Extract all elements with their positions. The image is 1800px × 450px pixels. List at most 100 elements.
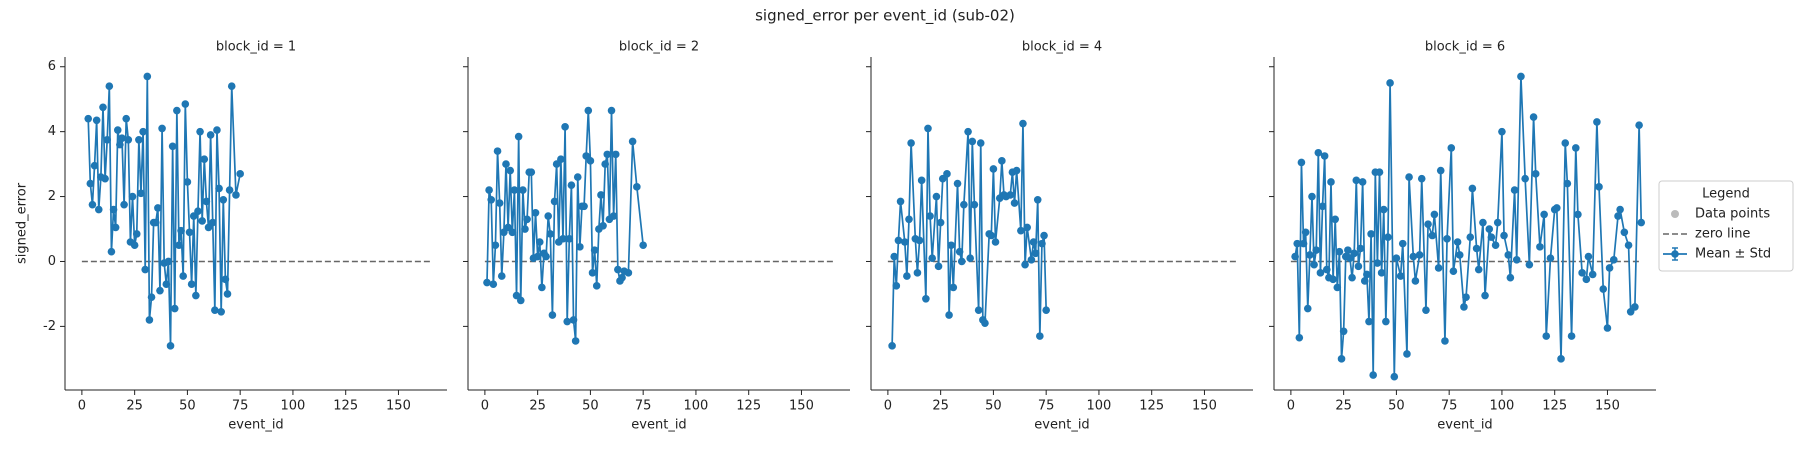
data-point xyxy=(139,127,147,136)
data-point xyxy=(1546,254,1555,263)
data-point xyxy=(183,178,192,186)
data-point xyxy=(1574,210,1582,219)
data-point xyxy=(523,215,531,224)
data-point xyxy=(1405,173,1413,181)
data-point xyxy=(603,150,612,159)
data-point xyxy=(903,272,911,280)
x-tick-label: 150 xyxy=(1595,399,1620,414)
data-point xyxy=(519,186,527,194)
data-point xyxy=(900,238,909,246)
x-tick-label: 100 xyxy=(281,399,306,414)
data-point xyxy=(166,342,175,350)
data-point xyxy=(974,306,983,314)
data-point xyxy=(1367,230,1375,238)
data-point xyxy=(491,241,500,250)
data-point xyxy=(1320,152,1329,160)
data-point xyxy=(1006,191,1015,199)
data-point xyxy=(1382,317,1390,326)
data-point xyxy=(601,160,609,168)
data-point xyxy=(1354,262,1363,271)
data-point xyxy=(236,170,244,178)
data-point xyxy=(1468,184,1477,193)
data-point xyxy=(1297,158,1306,167)
x-tick-label: 50 xyxy=(179,399,196,414)
data-point xyxy=(493,147,502,155)
data-point xyxy=(624,269,633,277)
data-point xyxy=(1485,225,1494,233)
data-point xyxy=(592,282,601,290)
x-tick-label: 100 xyxy=(684,399,709,414)
data-point xyxy=(1430,210,1439,219)
data-point xyxy=(1498,127,1506,136)
data-point xyxy=(151,218,160,227)
data-point xyxy=(639,241,647,250)
data-point xyxy=(998,157,1006,165)
data-point xyxy=(227,82,236,91)
data-point xyxy=(1040,231,1048,240)
data-point xyxy=(200,155,209,164)
data-point xyxy=(964,127,972,136)
data-point xyxy=(232,191,240,199)
data-point xyxy=(1348,273,1356,282)
data-point xyxy=(103,135,112,144)
data-point xyxy=(989,165,998,173)
data-point xyxy=(1525,260,1534,269)
data-point xyxy=(550,197,559,206)
data-point xyxy=(1369,371,1377,379)
data-point xyxy=(1335,247,1344,256)
data-point xyxy=(90,161,99,170)
data-point xyxy=(99,103,107,112)
data-point xyxy=(1396,272,1405,280)
data-point xyxy=(1384,233,1392,241)
x-tick-label: 150 xyxy=(789,399,814,414)
legend-marker xyxy=(1671,250,1679,258)
data-point xyxy=(1027,256,1036,264)
data-point xyxy=(1377,269,1386,277)
data-point xyxy=(915,236,924,245)
data-point xyxy=(913,269,922,277)
data-point xyxy=(527,168,536,177)
data-point xyxy=(970,200,979,209)
data-point xyxy=(1572,144,1580,152)
data-point xyxy=(966,254,974,263)
data-point xyxy=(1447,144,1456,152)
data-point xyxy=(1620,228,1629,237)
data-point xyxy=(1455,251,1464,259)
data-point xyxy=(599,221,607,230)
data-point xyxy=(949,283,958,292)
x-axis-label: event_id xyxy=(1437,418,1492,433)
data-point xyxy=(1582,275,1591,284)
legend-box xyxy=(1658,180,1794,272)
data-point xyxy=(892,282,901,290)
data-point xyxy=(888,342,896,350)
data-point xyxy=(1512,256,1521,264)
x-tick-label: 125 xyxy=(736,399,761,414)
panel-title: block_id = 1 xyxy=(216,40,296,55)
y-tick-label: -2 xyxy=(43,319,56,334)
x-axis-label: event_id xyxy=(1034,418,1089,433)
data-point xyxy=(1293,239,1302,248)
data-point xyxy=(1472,244,1481,253)
data-point xyxy=(135,135,143,144)
data-point xyxy=(1291,252,1299,261)
data-point xyxy=(179,272,187,280)
data-point xyxy=(213,126,221,134)
data-point xyxy=(1540,210,1548,219)
x-tick-label: 125 xyxy=(1139,399,1164,414)
data-point xyxy=(943,170,951,178)
x-tick-label: 150 xyxy=(386,399,411,414)
data-point xyxy=(1379,205,1388,214)
data-point xyxy=(1553,204,1561,212)
data-point xyxy=(168,142,177,151)
x-tick-label: 75 xyxy=(635,399,652,414)
data-point xyxy=(1356,244,1365,253)
data-point xyxy=(928,254,937,263)
data-point xyxy=(1021,260,1029,269)
data-point xyxy=(1318,202,1327,211)
data-point xyxy=(559,234,567,243)
data-point xyxy=(1322,265,1331,274)
data-point xyxy=(170,304,179,313)
data-point xyxy=(565,234,574,243)
data-point xyxy=(567,181,576,190)
